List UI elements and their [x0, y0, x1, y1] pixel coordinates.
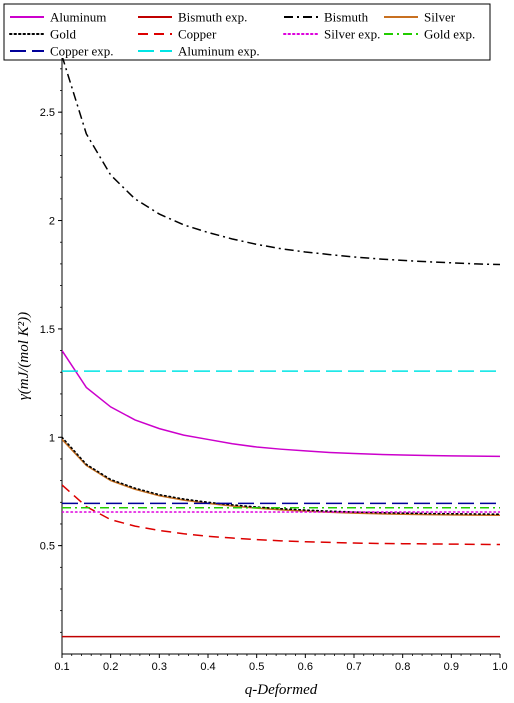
x-tick-label: 0.4: [200, 661, 215, 673]
y-axis-title: γ(mJ/(mol K²)): [16, 312, 32, 400]
y-ticks: 0.5 1 1.5 2 2.5: [40, 68, 62, 633]
legend-label: Copper exp.: [50, 44, 114, 59]
legend: Aluminum Bismuth exp. Bismuth Silver Gold Cop…: [3, 3, 491, 61]
legend-label: Aluminum: [50, 10, 106, 25]
series-line-copper: [62, 484, 500, 546]
legend-label: Gold: [50, 27, 77, 42]
legend-label: Copper: [178, 27, 217, 42]
x-tick-label: 0.1: [54, 661, 69, 673]
x-axis-title: q-Deformed: [245, 682, 318, 698]
x-tick-label: 1.0: [492, 661, 507, 673]
y-tick-label: 0.5: [40, 541, 55, 553]
series-line-bismuth: [62, 58, 500, 266]
y-tick-label: 1: [49, 432, 55, 444]
plot-area: 0.1 0.2 0.3 0.4 0.5 0.6 0.7 0.8 0.9 1.0 0.5 1 1.5 2 2…: [40, 58, 508, 673]
series-line-silver: [62, 438, 500, 517]
legend-box: [3, 3, 491, 61]
series-layer: [62, 58, 500, 638]
x-tick-label: 0.3: [152, 661, 167, 673]
y-tick-label: 2: [49, 216, 55, 228]
legend-label: Gold exp.: [424, 27, 475, 42]
legend-label: Silver: [424, 10, 456, 25]
x-tick-label: 0.6: [298, 661, 313, 673]
x-tick-label: 0.9: [444, 661, 459, 673]
legend-label: Aluminum exp.: [178, 44, 260, 59]
legend-label: Silver exp.: [324, 27, 380, 42]
x-ticks: 0.1 0.2 0.3 0.4 0.5 0.6 0.7 0.8 0.9 1.0: [54, 654, 508, 673]
y-tick-label: 1.5: [40, 324, 55, 336]
x-tick-label: 0.8: [395, 661, 410, 673]
x-tick-label: 0.5: [249, 661, 264, 673]
series-line-gold: [62, 436, 500, 516]
x-tick-label: 0.2: [103, 661, 118, 673]
legend-label: Bismuth exp.: [178, 10, 247, 25]
y-tick-label: 2.5: [40, 107, 55, 119]
legend-label: Bismuth: [324, 10, 369, 25]
x-tick-label: 0.7: [346, 661, 361, 673]
series-line-aluminum: [62, 350, 500, 458]
